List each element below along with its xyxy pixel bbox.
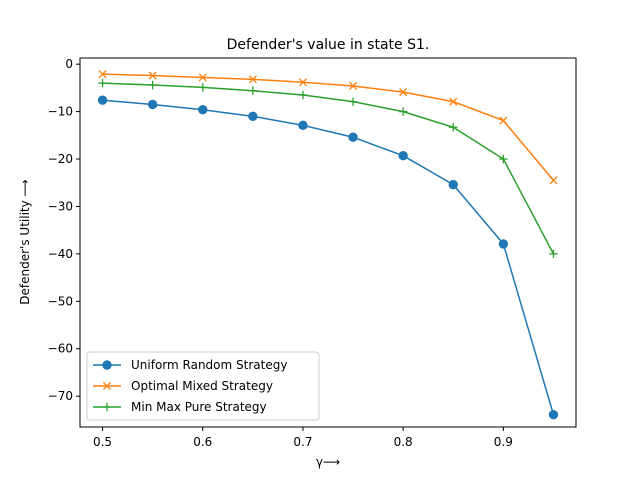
data-point	[549, 176, 558, 185]
series-1	[97, 95, 559, 420]
legend-label: Uniform Random Strategy	[131, 358, 287, 372]
data-point	[348, 97, 358, 106]
data-point	[248, 75, 257, 84]
data-point	[248, 111, 258, 122]
marker-stroke	[102, 381, 112, 391]
legend-label: Min Max Pure Strategy	[131, 400, 267, 414]
data-point	[449, 97, 458, 106]
y-axis-label: Defender's Utility ⟶	[18, 179, 32, 304]
marker-stroke	[198, 73, 207, 82]
legend-item-3: Min Max Pure Strategy	[93, 400, 267, 414]
marker-stroke	[298, 78, 308, 87]
y-tick-label: −20	[48, 152, 73, 166]
data-point	[148, 71, 157, 80]
marker-stroke	[348, 81, 358, 91]
legend-item-2: Optimal Mixed Strategy	[93, 379, 273, 393]
marker-stroke	[399, 88, 408, 97]
x-tick-label: 0.5	[93, 435, 112, 449]
data-point	[298, 90, 308, 100]
data-point	[499, 154, 508, 164]
data-point	[98, 70, 107, 79]
y-tick-label: −10	[48, 105, 73, 119]
data-point	[97, 95, 108, 105]
y-tick-label: −40	[48, 247, 73, 261]
data-point	[198, 83, 207, 92]
data-point	[148, 80, 157, 90]
marker-stroke	[148, 71, 157, 80]
y-tick-label: −30	[48, 199, 73, 213]
data-point	[298, 78, 308, 87]
data-point	[398, 151, 408, 161]
legend: Uniform Random Strategy Optimal Mixed Str…	[86, 351, 320, 421]
data-point	[198, 104, 208, 115]
x-tick-label: 0.6	[193, 435, 212, 449]
data-point	[348, 132, 358, 142]
data-point	[548, 409, 559, 420]
y-tick-label: −70	[48, 389, 73, 403]
data-point	[147, 99, 158, 110]
legend-box	[86, 351, 320, 421]
data-point	[398, 107, 408, 116]
y-tick-label: 0	[65, 57, 73, 71]
x-tick-label: 0.7	[293, 435, 312, 449]
x-tick-label: 0.9	[494, 435, 513, 449]
marker-stroke	[449, 97, 458, 106]
data-point	[399, 88, 408, 97]
x-tick-label: 0.8	[394, 435, 413, 449]
marker-stroke	[549, 176, 558, 185]
data-point	[298, 120, 308, 131]
y-axis: 0 −10 −20 −30 −40 −50 −60 −70	[48, 57, 80, 403]
data-point	[448, 179, 458, 190]
data-point	[449, 123, 458, 132]
chart-title: Defender's value in state S1.	[227, 37, 430, 53]
series-3	[98, 78, 558, 259]
plot-area	[97, 70, 559, 420]
data-point	[98, 78, 107, 88]
data-point	[498, 239, 509, 249]
series-2	[98, 70, 558, 185]
legend-marker	[102, 402, 112, 412]
legend-marker	[102, 360, 112, 370]
data-point	[248, 86, 258, 95]
marker-stroke	[248, 75, 257, 84]
y-tick-label: −60	[48, 342, 73, 356]
x-axis-label: γ⟶	[316, 455, 340, 469]
legend-marker	[102, 381, 112, 391]
legend-item-1: Uniform Random Strategy	[93, 358, 287, 372]
x-axis: 0.5 0.6 0.7 0.8 0.9	[93, 427, 513, 449]
marker-stroke	[98, 70, 107, 79]
data-point	[198, 73, 207, 82]
series-line	[102, 73, 555, 181]
series-line	[102, 82, 555, 255]
plot-frame	[79, 57, 577, 428]
data-point	[348, 81, 358, 91]
series-layer	[97, 70, 559, 420]
data-point	[549, 249, 558, 259]
marker-stroke	[499, 116, 508, 125]
series-line	[102, 99, 555, 415]
y-tick-label: −50	[48, 294, 73, 308]
legend-label: Optimal Mixed Strategy	[131, 379, 273, 393]
data-point	[499, 116, 508, 125]
